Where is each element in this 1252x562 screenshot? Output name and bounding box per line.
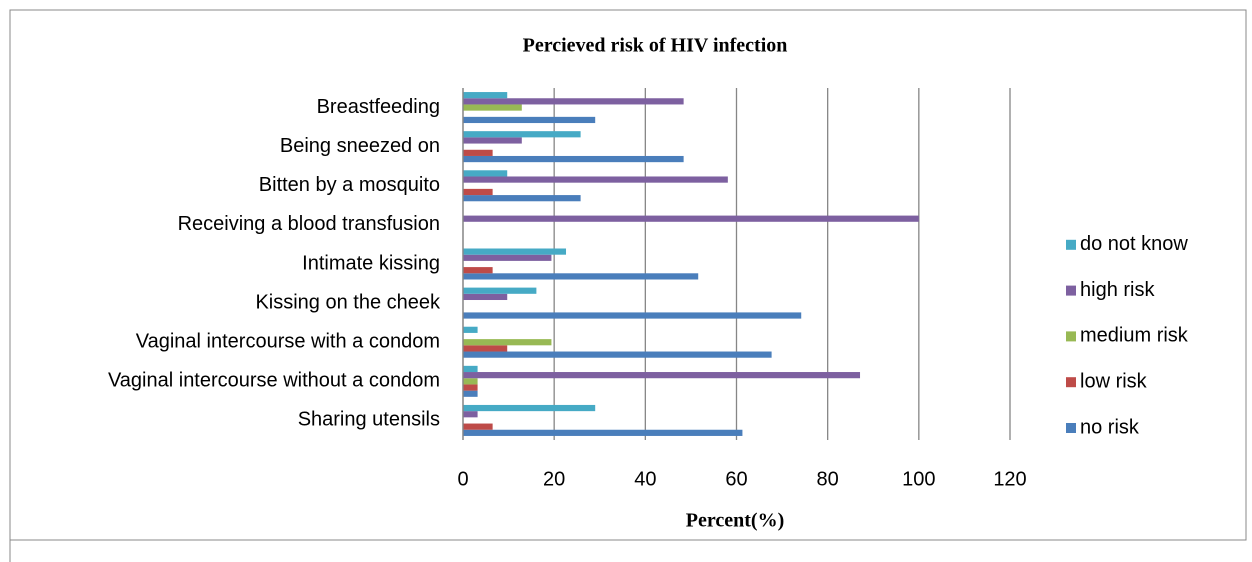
y-tick-label: Intimate kissing [302, 252, 440, 274]
bar [463, 326, 478, 333]
bar [463, 137, 522, 144]
bar [463, 390, 478, 397]
bar [463, 267, 493, 274]
bar [463, 423, 493, 430]
legend-swatch [1066, 377, 1076, 388]
x-tick-label: 0 [457, 468, 468, 490]
legend-swatch [1066, 285, 1076, 296]
legend-label: no risk [1080, 416, 1140, 438]
y-tick-label: Being sneezed on [280, 135, 440, 157]
x-axis-title: Percent(%) [686, 510, 784, 532]
bar [463, 404, 596, 412]
chart-title: Percieved risk of HIV infection [523, 35, 788, 57]
y-tick-label: Kissing on the cheek [255, 291, 441, 313]
y-tick-label: Sharing utensils [298, 409, 440, 431]
x-tick-label: 100 [902, 468, 935, 490]
bar [463, 273, 699, 280]
bar [463, 195, 581, 202]
x-tick-label: 60 [725, 468, 747, 490]
bar [463, 312, 802, 319]
bar [463, 98, 684, 105]
x-tick-label: 80 [817, 468, 839, 490]
bar [463, 351, 772, 358]
bar [463, 384, 478, 391]
y-tick-label: Vaginal intercourse with a condom [136, 331, 440, 353]
legend-swatch [1066, 331, 1076, 342]
legend-swatch [1066, 239, 1076, 250]
bar [463, 155, 684, 163]
chart-frame [9, 9, 1247, 541]
bar [463, 411, 478, 418]
bar [463, 339, 552, 346]
bar [463, 188, 493, 196]
bar [463, 92, 508, 99]
legend-swatch [1066, 423, 1076, 433]
x-tick-label: 120 [993, 468, 1026, 490]
legend-label: low risk [1080, 370, 1148, 392]
bar [463, 104, 522, 111]
legend-label: do not know [1080, 233, 1188, 255]
bar [463, 131, 581, 138]
bar [463, 170, 508, 177]
bar [463, 254, 552, 261]
bar [463, 116, 596, 124]
y-tick-label: Receiving a blood transfusion [178, 213, 440, 235]
y-tick-label: Bitten by a mosquito [259, 174, 440, 196]
y-tick-label: Vaginal intercourse without a condom [108, 370, 440, 392]
bar [463, 372, 861, 379]
bar [463, 215, 919, 222]
bar [463, 287, 537, 294]
bar [463, 176, 728, 183]
bar [463, 149, 493, 156]
x-tick-label: 20 [543, 468, 565, 490]
bar [463, 248, 567, 255]
bar [463, 345, 508, 352]
bar [463, 293, 508, 301]
bar [463, 378, 478, 385]
legend-label: high risk [1080, 279, 1155, 301]
legend-label: medium risk [1080, 325, 1189, 347]
bar [463, 365, 478, 373]
bar [463, 429, 743, 436]
y-tick-label: Breastfeeding [317, 96, 440, 118]
x-tick-label: 40 [634, 468, 656, 490]
